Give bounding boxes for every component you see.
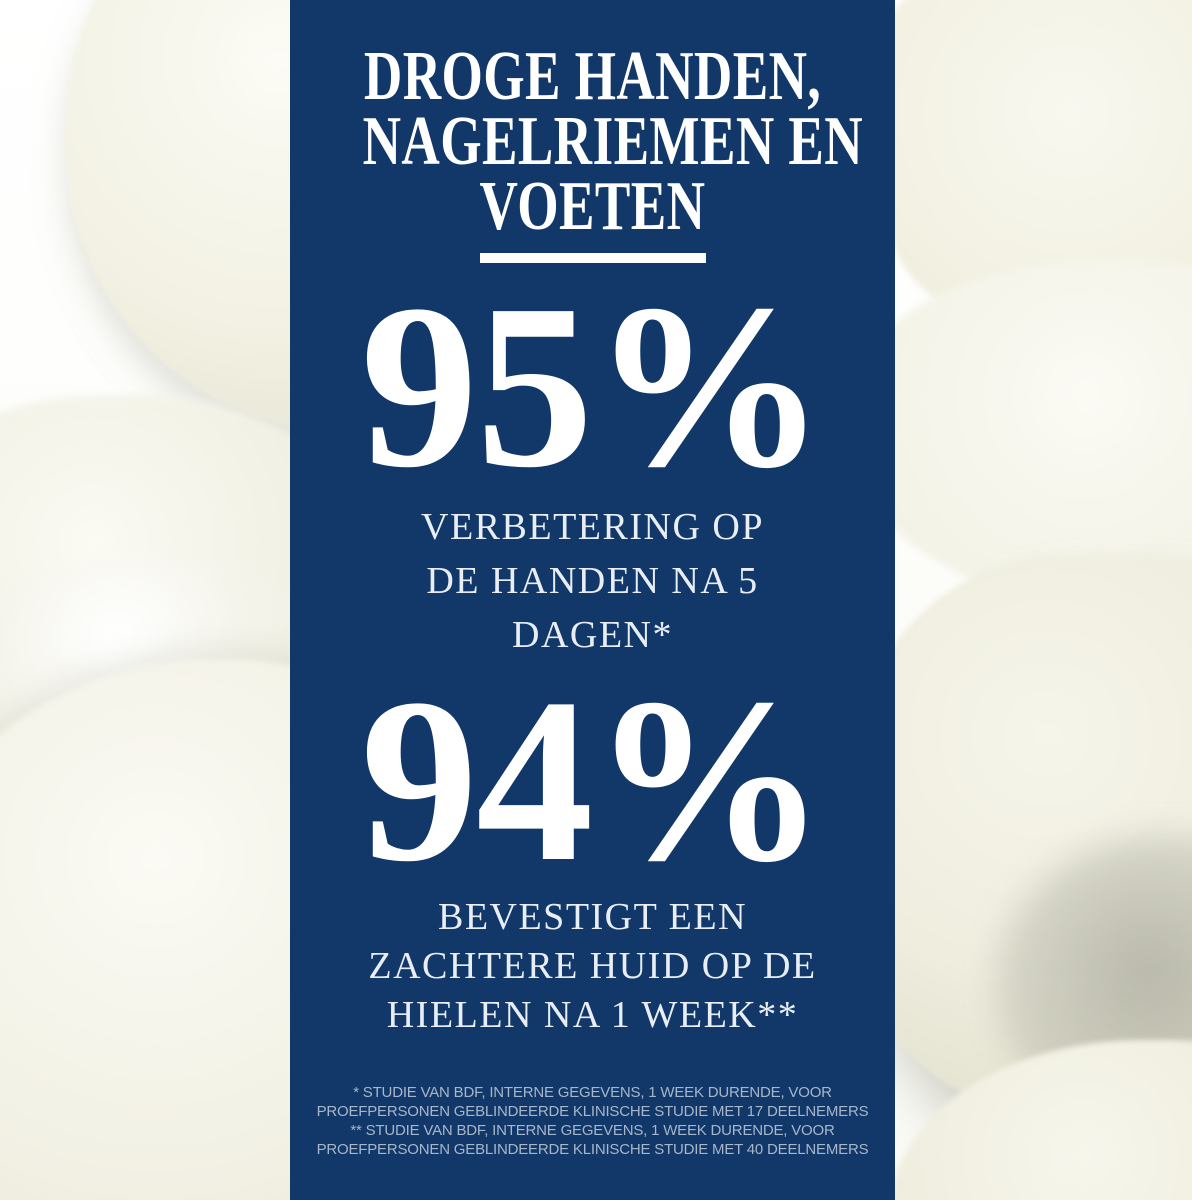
footnote-line: PROEFPERSONEN GEBLINDEERDE KLINISCHE STU…	[316, 1141, 869, 1158]
cream-mound-right	[852, 555, 1192, 1115]
stat-value-95-percent: 95%	[360, 256, 827, 516]
stat-description-line: BEVESTIGT EEN	[437, 896, 748, 938]
stat-description-line: HIELEN NA 1 WEEK**	[386, 994, 799, 1036]
footnote-line: ** STUDIE VAN BDF, INTERNE GEGEVENS, 1 W…	[350, 1122, 835, 1139]
title-underline	[479, 253, 706, 263]
footnote-line: * STUDIE VAN BDF, INTERNE GEGEVENS, 1 WE…	[353, 1084, 832, 1101]
stat-description-94-percent: BEVESTIGT EEN ZACHTERE HUID OP DE HIELEN…	[290, 893, 895, 1040]
headline: DROGE HANDEN, NAGELRIEMEN EN VOETEN	[290, 38, 895, 245]
footnote-line: PROEFPERSONEN GEBLINDEERDE KLINISCHE STU…	[316, 1103, 869, 1120]
stat-description-line: DAGEN*	[512, 614, 673, 656]
stat-value-94-percent: 94%	[360, 650, 827, 910]
stat-description-line: DE HANDEN NA 5	[426, 560, 759, 602]
stat-description-line: ZACHTERE HUID OP DE	[368, 945, 817, 987]
claims-panel: DROGE HANDEN, NAGELRIEMEN EN VOETEN 95% …	[290, 0, 895, 1200]
stat-description-95-percent: VERBETERING OP DE HANDEN NA 5 DAGEN*	[290, 500, 895, 662]
headline-line-1: DROGE HANDEN,	[363, 38, 822, 115]
study-footnotes: * STUDIE VAN BDF, INTERNE GEGEVENS, 1 WE…	[290, 1083, 895, 1159]
headline-line-3: VOETEN	[479, 168, 706, 245]
stat-description-line: VERBETERING OP	[421, 506, 764, 548]
headline-line-2: NAGELRIEMEN EN	[362, 103, 864, 180]
